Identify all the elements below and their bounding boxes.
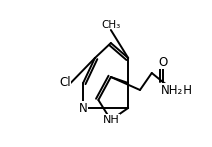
Text: CH₃: CH₃ [101, 20, 120, 30]
Text: NH₂: NH₂ [161, 83, 183, 96]
Text: OH: OH [175, 83, 193, 96]
Text: Cl: Cl [59, 76, 71, 90]
Text: O: O [158, 56, 167, 69]
Text: NH: NH [102, 115, 119, 125]
Text: N: N [79, 101, 88, 115]
